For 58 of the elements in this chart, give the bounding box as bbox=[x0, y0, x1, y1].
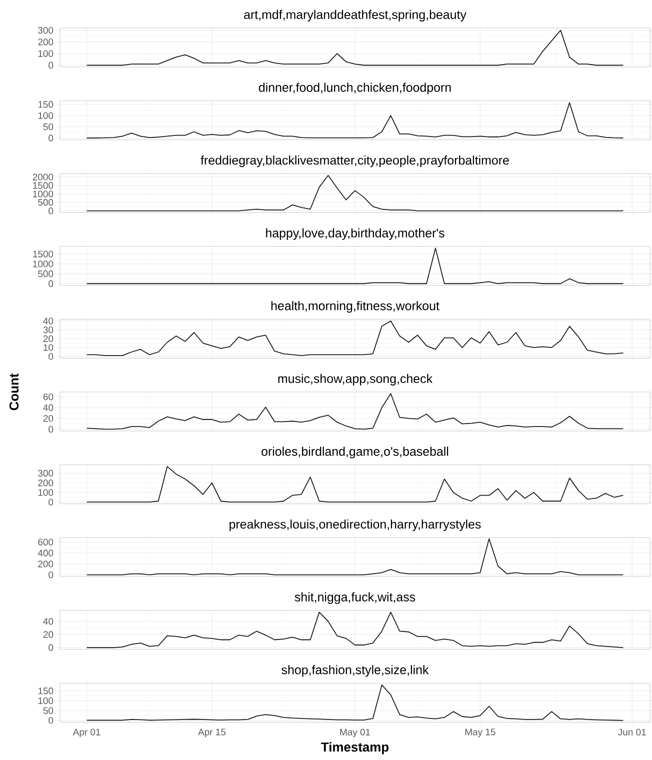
y-tick-label: 100 bbox=[38, 112, 54, 119]
y-tick-label: 40 bbox=[43, 618, 54, 625]
y-tick-label: 150 bbox=[38, 101, 54, 108]
chart-title: health,morning,fitness,workout bbox=[271, 301, 440, 313]
y-tick-label: 0 bbox=[48, 572, 54, 578]
x-tick-label: Apr 15 bbox=[198, 728, 226, 738]
y-tick-label: 50 bbox=[43, 123, 54, 130]
y-tick-label: 0 bbox=[48, 353, 54, 360]
y-tick-label: 500 bbox=[38, 270, 54, 278]
y-tick-label: 40 bbox=[43, 318, 54, 324]
y-tick-label: 10 bbox=[44, 344, 54, 351]
y-tick-label: 1000 bbox=[33, 190, 54, 198]
x-tick-label: May 15 bbox=[465, 728, 496, 738]
y-tick-label: 300 bbox=[38, 26, 54, 34]
y-tick-label: 400 bbox=[38, 550, 54, 556]
y-tick-label: 1500 bbox=[33, 182, 54, 189]
y-tick-label: 20 bbox=[43, 631, 54, 638]
y-tick-label: 20 bbox=[43, 335, 54, 342]
x-tick-label: Apr 01 bbox=[72, 728, 100, 738]
y-tick-label: 0 bbox=[48, 717, 54, 724]
y-tick-label: 100 bbox=[38, 50, 54, 57]
y-tick-label: 0 bbox=[48, 644, 54, 651]
y-tick-label: 500 bbox=[38, 199, 54, 206]
chart-title: happy,love,day,birthday,mother's bbox=[266, 228, 444, 240]
y-tick-label: 200 bbox=[38, 560, 54, 568]
y-tick-label: 0 bbox=[48, 62, 54, 69]
chart-title: shop,fashion,style,size,link bbox=[282, 665, 429, 677]
chart-title: orioles,birdland,game,o's,baseball bbox=[262, 446, 448, 458]
chart-title: preakness,louis,onedirection,harry,harrystyles bbox=[230, 519, 481, 532]
y-tick-label: 20 bbox=[43, 415, 54, 422]
y-tick-label: 1000 bbox=[33, 260, 54, 268]
chart-title: freddiegray,blacklivesmatter,city,people,prayforbaltimore bbox=[200, 155, 509, 168]
y-tick-label: 2000 bbox=[32, 174, 54, 180]
y-tick-label: 0 bbox=[48, 134, 54, 142]
y-tick-label: 100 bbox=[38, 489, 54, 496]
chart-title: shit,nigga,fuck,wit,ass bbox=[294, 592, 416, 604]
y-tick-label: 50 bbox=[43, 707, 54, 714]
x-tick-label: Jun 01 bbox=[618, 728, 646, 736]
y-tick-label: 1500 bbox=[33, 250, 54, 258]
y-tick-label: 0 bbox=[48, 280, 54, 287]
y-tick-label: 0 bbox=[48, 498, 54, 506]
y-tick-label: 200 bbox=[38, 38, 54, 46]
y-tick-label: 200 bbox=[38, 480, 54, 486]
y-tick-label: 30 bbox=[43, 326, 54, 334]
y-axis-title: Count bbox=[9, 373, 19, 410]
y-tick-label: 300 bbox=[38, 470, 54, 477]
chart-title: music,show,app,song,check bbox=[278, 374, 433, 386]
y-tick-label: 60 bbox=[43, 394, 54, 400]
y-tick-label: 600 bbox=[38, 538, 54, 546]
x-tick-label: May 01 bbox=[340, 728, 370, 738]
y-tick-label: 40 bbox=[43, 404, 54, 411]
y-tick-label: 100 bbox=[38, 697, 54, 704]
chart-title: dinner,food,lunch,chicken,foodporn bbox=[258, 82, 451, 94]
chart-title: art,mdf,marylanddeathfest,spring,beauty bbox=[244, 10, 466, 22]
y-tick-label: 0 bbox=[48, 426, 54, 433]
y-tick-label: 150 bbox=[38, 688, 54, 694]
x-axis-title: Timestamp bbox=[321, 742, 389, 754]
y-tick-label: 0 bbox=[48, 207, 54, 214]
